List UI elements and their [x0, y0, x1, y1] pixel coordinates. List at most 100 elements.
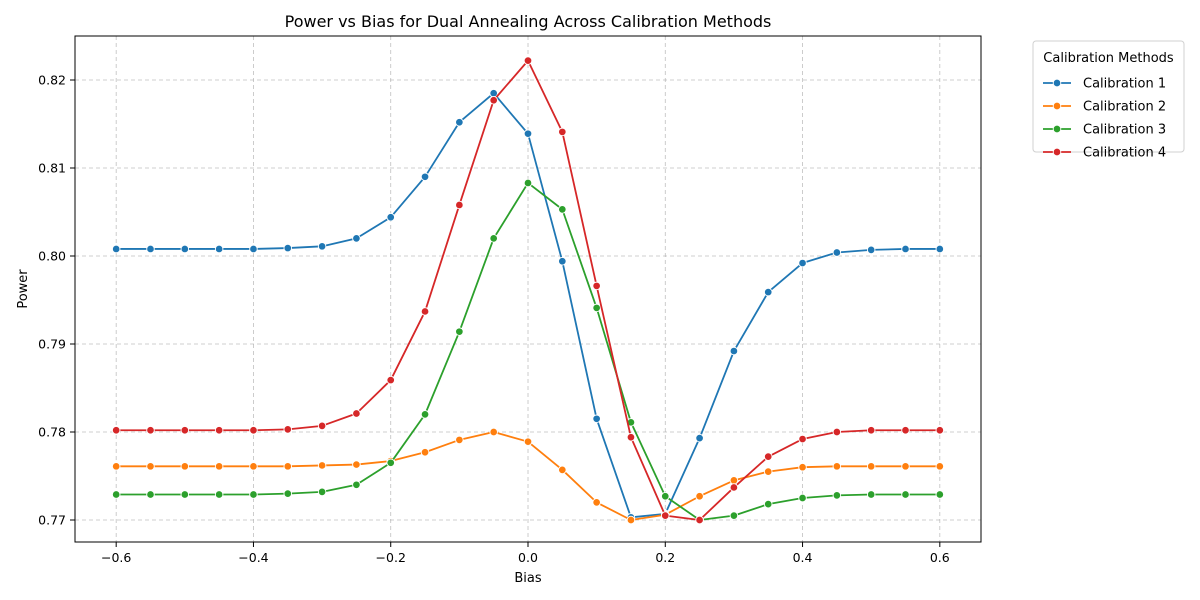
legend-swatch-marker [1052, 147, 1062, 157]
data-point [729, 476, 739, 485]
data-point [763, 467, 773, 476]
series-3 [111, 178, 945, 525]
legend-swatch-marker [1052, 124, 1062, 134]
legend-item: Calibration 2 [1043, 100, 1166, 115]
data-point [729, 346, 739, 356]
data-point [729, 511, 739, 520]
data-point [180, 490, 190, 499]
data-point [317, 487, 327, 497]
x-tick-label: −0.2 [376, 550, 406, 565]
data-point [317, 461, 327, 470]
legend-item: Calibration 3 [1043, 123, 1166, 138]
data-point [214, 244, 224, 254]
data-point [592, 414, 601, 424]
data-point [386, 458, 395, 468]
legend-swatch-marker [1052, 78, 1062, 88]
data-point [317, 421, 327, 431]
data-point [180, 244, 190, 254]
data-point [283, 243, 293, 253]
x-tick-label: 0.0 [518, 550, 538, 565]
data-point [214, 462, 224, 471]
data-point [592, 498, 601, 507]
data-point [420, 447, 430, 457]
x-axis-title: Bias [514, 571, 541, 586]
data-point [386, 375, 395, 385]
data-point [901, 425, 910, 435]
series-4 [111, 56, 945, 525]
data-point [214, 425, 224, 435]
data-point [798, 258, 807, 268]
data-point [352, 409, 361, 418]
data-point [420, 172, 430, 182]
data-point [798, 434, 807, 444]
data-point [420, 410, 430, 419]
axes: −0.6 −0.4 −0.2 0.0 0.2 0.4 0.6 0.77 0.78 0.79 0.80… [38, 73, 950, 566]
y-tick-label: 0.79 [38, 337, 66, 352]
data-point [866, 245, 876, 255]
y-tick-label: 0.77 [38, 513, 66, 528]
data-point [866, 490, 876, 499]
data-point [214, 490, 224, 499]
data-point [832, 491, 842, 500]
data-point [866, 425, 876, 435]
data-point [455, 327, 464, 336]
data-point [455, 200, 464, 210]
series-1 [111, 88, 945, 522]
data-point [558, 127, 567, 137]
data-point [832, 248, 842, 257]
y-tick-label: 0.81 [38, 161, 66, 176]
x-tick-label: 0.4 [793, 550, 813, 565]
data-point [558, 205, 567, 214]
data-point [111, 490, 121, 499]
x-tick-label: 0.2 [655, 550, 675, 565]
data-point [832, 427, 842, 437]
legend-label: Calibration 4 [1083, 146, 1166, 161]
data-point [592, 281, 601, 291]
legend-title: Calibration Methods [1043, 51, 1174, 66]
data-point [523, 178, 533, 188]
legend-box [1032, 40, 1185, 153]
series-layer [111, 56, 945, 525]
data-point [146, 490, 155, 499]
data-point [386, 213, 395, 222]
y-tick-label: 0.82 [38, 73, 66, 88]
data-point [249, 490, 258, 499]
legend-label: Calibration 3 [1083, 123, 1166, 138]
data-point [558, 257, 567, 266]
data-point [455, 117, 464, 127]
y-axis-title: Power [16, 269, 31, 309]
data-point [283, 489, 293, 498]
data-point [695, 515, 704, 525]
data-point [798, 493, 807, 503]
data-point [763, 499, 773, 509]
data-point [489, 95, 498, 105]
data-point [901, 490, 910, 499]
data-point [901, 244, 910, 254]
data-point [249, 425, 258, 435]
data-point [626, 433, 636, 442]
data-point [729, 483, 739, 492]
data-point [523, 129, 533, 138]
data-point [283, 425, 293, 434]
data-point [558, 465, 567, 475]
x-tick-label: −0.4 [238, 550, 268, 565]
data-point [935, 462, 945, 471]
data-point [695, 491, 704, 501]
data-point [420, 307, 430, 316]
data-point [935, 490, 945, 499]
data-point [455, 435, 464, 445]
data-point [763, 287, 773, 297]
data-point [935, 244, 945, 254]
data-point [249, 244, 258, 254]
data-point [592, 303, 601, 313]
data-point [146, 244, 155, 254]
data-point [111, 244, 121, 254]
data-point [523, 56, 533, 65]
legend-swatch-marker [1052, 101, 1062, 111]
data-point [111, 425, 121, 435]
x-tick-label: −0.6 [101, 550, 131, 565]
data-point [352, 234, 361, 243]
data-point [489, 234, 498, 243]
data-point [489, 427, 498, 437]
